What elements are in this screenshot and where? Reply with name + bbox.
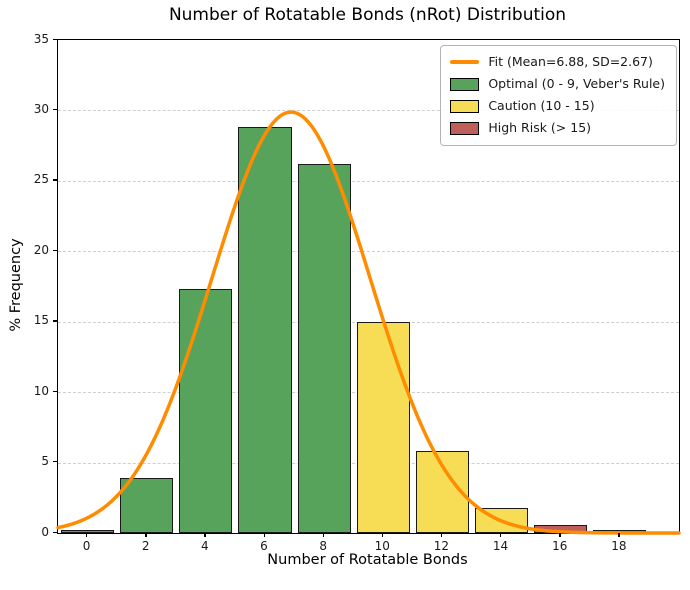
x-tick-0 bbox=[86, 533, 88, 537]
y-tick-10 bbox=[53, 390, 57, 392]
y-tick-label-5: 5 bbox=[41, 454, 49, 469]
y-tick-20 bbox=[53, 249, 57, 252]
legend: Fit (Mean=6.88, SD=2.67) Optimal (0 - 9, … bbox=[440, 45, 677, 146]
x-tick-12 bbox=[440, 533, 443, 537]
x-tick-label-14: 14 bbox=[492, 539, 509, 553]
legend-item-3: High Risk (> 15) bbox=[450, 118, 665, 138]
fit-curve-line bbox=[56, 110, 681, 535]
histogram-bar-8 bbox=[297, 163, 351, 533]
legend-item-2: Caution (10 - 15) bbox=[450, 96, 665, 116]
x-tick-4 bbox=[204, 533, 206, 537]
x-tick-18 bbox=[618, 533, 620, 537]
x-tick-label-18: 18 bbox=[611, 539, 627, 553]
legend-item-1: Optimal (0 - 9, Veber's Rule) bbox=[450, 74, 665, 94]
x-tick-label-0: 0 bbox=[82, 539, 91, 553]
y-tick-label-0: 0 bbox=[41, 524, 49, 539]
x-tick-10 bbox=[381, 533, 384, 537]
y-tick-label-25: 25 bbox=[33, 172, 49, 187]
y-tick-label-35: 35 bbox=[33, 31, 49, 46]
legend-swatch-line-0 bbox=[450, 60, 480, 64]
chart-title: Number of Rotatable Bonds (nRot) Distrib… bbox=[168, 5, 567, 25]
x-tick-16 bbox=[559, 533, 561, 537]
y-tick-35 bbox=[53, 38, 57, 40]
y-tick-30 bbox=[53, 108, 57, 111]
x-tick-label-4: 4 bbox=[201, 539, 209, 553]
y-tick-15 bbox=[53, 320, 57, 322]
x-axis-label: Number of Rotatable Bonds bbox=[267, 552, 468, 568]
gridline-y-25 bbox=[58, 180, 679, 182]
y-tick-0 bbox=[53, 531, 57, 533]
x-tick-label-6: 6 bbox=[260, 539, 268, 553]
y-tick-5 bbox=[53, 461, 57, 463]
x-tick-label-2: 2 bbox=[141, 539, 150, 553]
x-tick-label-16: 16 bbox=[552, 539, 568, 553]
legend-swatch-patch-3 bbox=[450, 121, 480, 135]
legend-item-label: Caution (10 - 15) bbox=[488, 98, 595, 113]
x-tick-2 bbox=[145, 533, 147, 537]
histogram-bar-4 bbox=[179, 289, 233, 533]
x-tick-6 bbox=[263, 533, 265, 537]
histogram-bar-6 bbox=[238, 127, 292, 533]
legend-swatch-patch-1 bbox=[450, 77, 480, 91]
y-tick-label-20: 20 bbox=[33, 242, 49, 257]
x-tick-label-10: 10 bbox=[374, 539, 390, 553]
x-tick-label-8: 8 bbox=[319, 539, 327, 553]
y-tick-label-15: 15 bbox=[33, 313, 49, 328]
y-tick-25 bbox=[53, 179, 57, 181]
legend-item-label: High Risk (> 15) bbox=[488, 120, 592, 135]
gridline-y-30 bbox=[58, 110, 679, 112]
legend-item-label: Fit (Mean=6.88, SD=2.67) bbox=[488, 54, 653, 69]
x-tick-8 bbox=[322, 533, 324, 537]
legend-item-0: Fit (Mean=6.88, SD=2.67) bbox=[450, 52, 665, 72]
y-tick-label-10: 10 bbox=[33, 383, 49, 398]
x-tick-label-12: 12 bbox=[433, 539, 450, 553]
histogram-bar-10 bbox=[356, 321, 410, 533]
y-tick-label-30: 30 bbox=[33, 101, 49, 116]
x-tick-14 bbox=[500, 533, 502, 537]
legend-item-label: Optimal (0 - 9, Veber's Rule) bbox=[488, 76, 665, 91]
histogram-bar-2 bbox=[120, 478, 174, 533]
fit-curve bbox=[56, 110, 681, 535]
legend-swatch-patch-2 bbox=[450, 99, 480, 113]
gridline-y-20 bbox=[58, 251, 679, 253]
histogram-bar-0 bbox=[60, 530, 115, 533]
